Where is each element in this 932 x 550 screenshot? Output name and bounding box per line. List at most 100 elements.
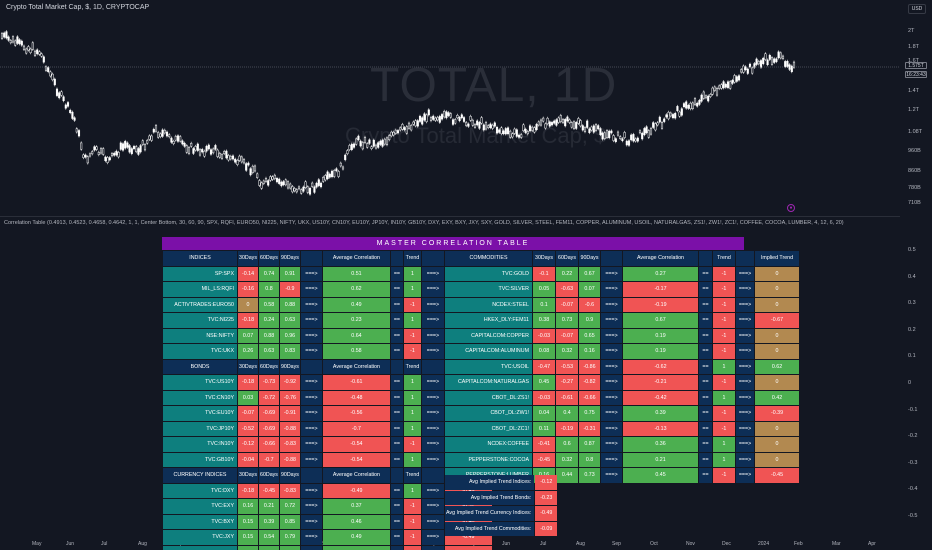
time-axis-label: Jun <box>502 541 511 547</box>
price-chart-pane[interactable]: Crypto Total Market Cap, $, 1D, CRYPTOCA… <box>0 0 932 215</box>
equals-cell: == <box>699 406 712 421</box>
col-90days: 90Days <box>579 251 600 266</box>
candle-body <box>460 114 463 119</box>
candle-body <box>491 124 494 129</box>
average-value: -0.09 <box>535 521 558 536</box>
candle-body <box>531 126 534 131</box>
corr-30d-cell: 0.16 <box>238 499 258 514</box>
right-correlation-table: COMMODITIES 30Days 60Days 90Days Average Cor… <box>444 250 800 484</box>
table-row: NCDEX:STEEL 0.1 -0.07 -0.6 ===> -0.19 == -1 ===>… <box>445 297 799 312</box>
table-row: TVC:DXY-0.18-0.45-0.83===>-0.49==1===>-0… <box>163 483 492 498</box>
table-row: CBOT_DL:ZW1! 0.04 0.4 0.75 ===> 0.39 == -1 ===> -… <box>445 406 799 421</box>
indicator-axis-label: 0 <box>908 380 912 386</box>
symbol-title[interactable]: Crypto Total Market Cap, $, 1D, CRYPTOCA… <box>6 4 150 11</box>
average-correlation-cell: 0.21 <box>623 452 698 467</box>
candle-body <box>355 138 358 145</box>
candle-body <box>280 181 283 187</box>
candle-body <box>319 182 323 188</box>
equals-cell: == <box>699 282 712 297</box>
average-correlation-cell: 0.45 <box>623 468 698 483</box>
candle-body <box>326 171 329 180</box>
implied-trend-cell: -0.64 <box>444 545 492 550</box>
candle-body <box>425 114 428 123</box>
indicator-marker-icon[interactable]: ● <box>787 204 795 212</box>
candle-body <box>729 81 732 89</box>
candle-body <box>429 117 433 121</box>
candle-body <box>77 130 81 137</box>
col-trend: Trend <box>403 251 421 266</box>
average-correlation-cell: 0.51 <box>322 266 390 281</box>
currency-button[interactable]: USD <box>908 4 926 14</box>
candle-body <box>341 166 345 170</box>
corr-30d-cell: -0.04 <box>238 452 258 467</box>
candle-body <box>467 123 470 127</box>
candle-body <box>722 81 725 89</box>
symbol-cell: TVC:JXY <box>163 530 237 545</box>
candle-body <box>590 126 593 131</box>
corr-90d-cell: -0.6 <box>579 297 600 312</box>
time-axis-label: Feb <box>794 541 803 547</box>
candle-body <box>203 150 206 157</box>
time-axis-label: Apr <box>868 541 876 547</box>
average-row: Avg Implied Trend Bonds: -0.23 <box>445 490 558 505</box>
candle-body <box>410 125 413 131</box>
arrow-cell: ===> <box>300 328 322 343</box>
arrow-cell: ===> <box>421 297 444 312</box>
arrow-cell: ===> <box>601 468 622 483</box>
equals-cell: == <box>390 266 403 281</box>
left-correlation-table: INDICES 30Days 60Days 90Days Average Correla… <box>162 250 493 550</box>
corr-60d-cell: 0.58 <box>259 297 279 312</box>
arrow-cell: ===> <box>300 452 322 467</box>
price-axis-label: 1.4T <box>908 88 920 94</box>
corr-30d-cell: 0.11 <box>533 421 555 436</box>
arrow-cell: ===> <box>601 390 622 405</box>
candle-body <box>18 39 21 45</box>
trend-cell: 1 <box>403 421 421 436</box>
pane-divider[interactable] <box>0 216 900 217</box>
candle-body <box>29 48 32 54</box>
corr-30d-cell: 0.04 <box>533 406 555 421</box>
arrow-cell: ===> <box>601 328 622 343</box>
candle-body <box>784 61 787 67</box>
candle-body <box>781 55 785 59</box>
candle-body <box>7 36 10 41</box>
corr-60d-cell: -0.27 <box>556 375 578 390</box>
candle-body <box>469 116 472 121</box>
corr-30d-cell: 0.38 <box>533 313 555 328</box>
candle-body <box>201 149 204 153</box>
indicator-title[interactable]: Correlation Table (0.4913, 0.4523, 0.465… <box>4 220 844 226</box>
candle-body <box>181 140 184 145</box>
candle-body <box>757 61 760 65</box>
candle-body <box>315 182 318 188</box>
candle-body <box>317 179 320 186</box>
candle-body <box>715 88 719 96</box>
corr-30d-cell: -0.14 <box>238 266 258 281</box>
candle-body <box>69 110 72 114</box>
candle-body <box>733 75 736 83</box>
average-correlation-cell: -0.13 <box>623 421 698 436</box>
candle-body <box>641 132 644 140</box>
candle-body <box>594 124 598 131</box>
arrow-cell: ===> <box>300 406 322 421</box>
candle-body <box>654 123 657 131</box>
table-row: TVC:US10Y -0.18 -0.73 -0.92 ===> -0.61 == 1 ===>… <box>163 375 492 390</box>
candle-body <box>711 87 714 95</box>
symbol-cell: HKEX_DLY:FEM11 <box>445 313 532 328</box>
candle-body <box>137 148 140 155</box>
average-correlation-cell: -0.21 <box>623 375 698 390</box>
corr-60d-cell: 0.74 <box>259 266 279 281</box>
time-axis-label: 2024 <box>758 541 770 547</box>
candle-body <box>25 48 28 54</box>
candle-body <box>612 135 615 141</box>
candle-body <box>702 91 705 99</box>
candle-body <box>302 186 305 192</box>
col-implied-trend: Implied Trend <box>755 251 799 266</box>
trend-cell: -1 <box>713 297 735 312</box>
candle-body <box>304 181 307 188</box>
candle-body <box>40 53 43 57</box>
candle-body <box>621 138 624 141</box>
trend-cell: -1 <box>403 514 421 529</box>
section-title: CURRENCY INDICES <box>163 468 237 483</box>
corr-30d-cell: 0.32 <box>238 545 258 550</box>
